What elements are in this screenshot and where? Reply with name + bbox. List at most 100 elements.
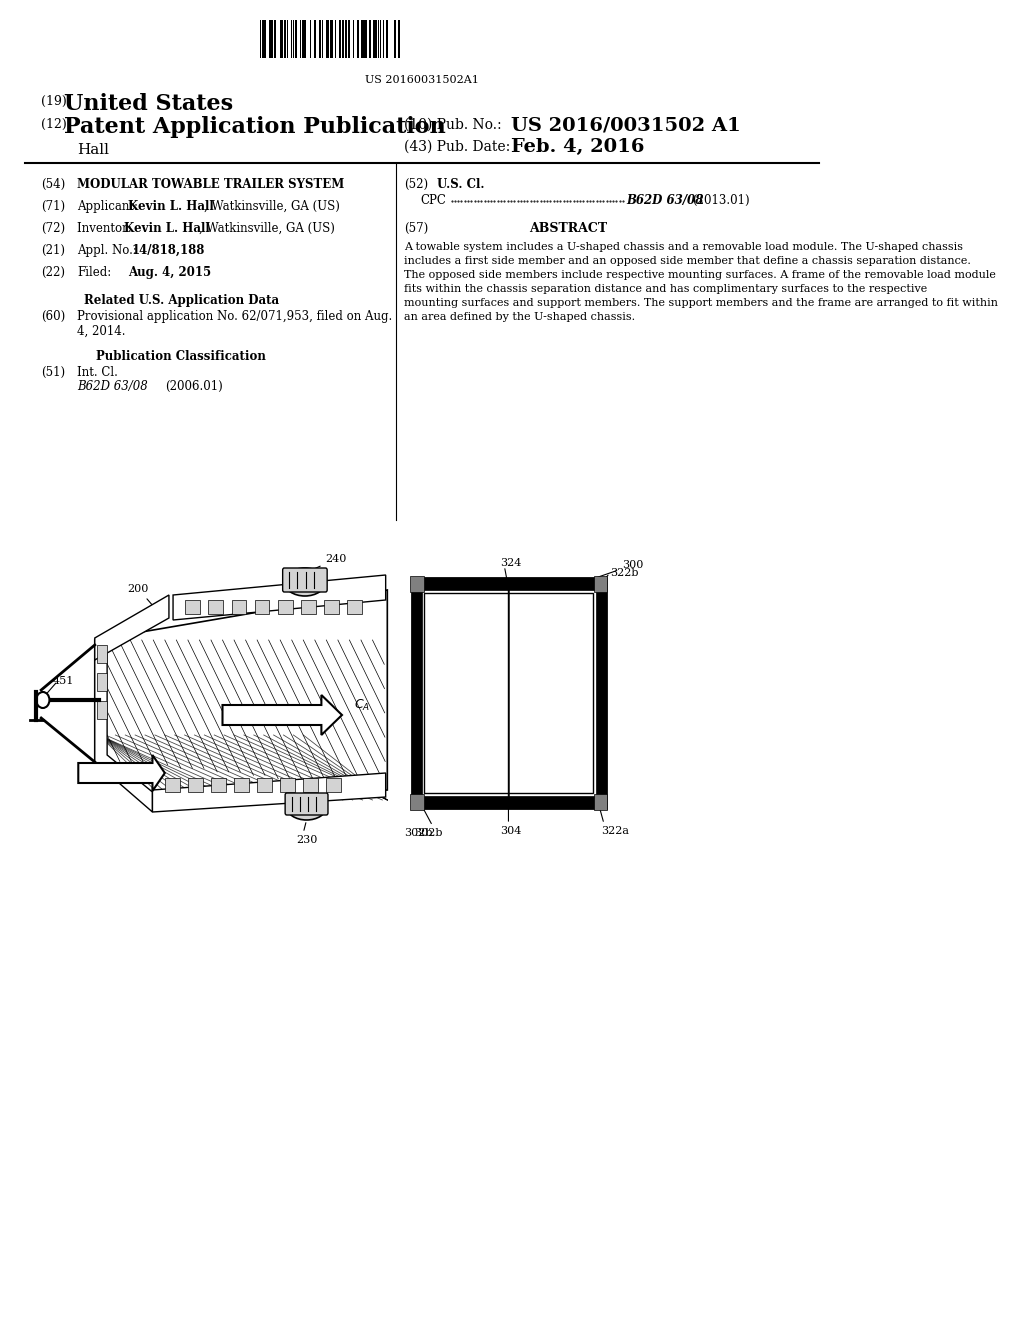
Bar — [360, 20, 362, 58]
Bar — [97, 645, 108, 663]
Bar — [377, 20, 378, 58]
Bar — [411, 576, 424, 591]
Text: 302b: 302b — [403, 828, 432, 838]
Bar — [209, 601, 223, 614]
Bar — [342, 20, 344, 58]
Bar — [384, 20, 386, 58]
Text: includes a first side member and an opposed side member that define a chassis se: includes a first side member and an oppo… — [403, 256, 971, 267]
Bar — [165, 777, 179, 792]
Text: (51): (51) — [41, 366, 66, 379]
Bar — [323, 20, 326, 58]
Bar — [269, 20, 272, 58]
Polygon shape — [173, 576, 386, 620]
Bar — [424, 593, 593, 793]
Text: (19): (19) — [41, 95, 67, 108]
Bar — [307, 20, 310, 58]
Bar — [327, 777, 341, 792]
Text: (71): (71) — [41, 201, 66, 213]
Bar — [301, 20, 302, 58]
Text: ABSTRACT: ABSTRACT — [529, 222, 607, 235]
Bar — [234, 777, 249, 792]
FancyBboxPatch shape — [283, 568, 327, 591]
Text: The opposed side members include respective mounting surfaces. A frame of the re: The opposed side members include respect… — [403, 271, 995, 280]
Text: Kevin L. Hall: Kevin L. Hall — [124, 222, 209, 235]
Text: B62D 63/08: B62D 63/08 — [78, 380, 148, 393]
Text: mounting surfaces and support members. The support members and the frame are arr: mounting surfaces and support members. T… — [403, 298, 997, 308]
Text: U.S. Cl.: U.S. Cl. — [437, 178, 484, 191]
Bar — [287, 20, 289, 58]
Text: Inventor:: Inventor: — [78, 222, 136, 235]
Text: Applicant:: Applicant: — [78, 201, 142, 213]
Bar — [318, 20, 322, 58]
Bar — [255, 601, 269, 614]
Text: (2006.01): (2006.01) — [165, 380, 222, 393]
Text: 324: 324 — [500, 558, 521, 568]
Bar — [292, 20, 293, 58]
Bar — [278, 601, 293, 614]
Bar — [364, 20, 367, 58]
Text: Feb. 4, 2016: Feb. 4, 2016 — [511, 139, 644, 156]
Bar — [274, 20, 276, 58]
Bar — [594, 795, 607, 810]
Polygon shape — [222, 696, 342, 735]
Text: (21): (21) — [41, 244, 66, 257]
Bar — [386, 20, 388, 58]
Text: CPC: CPC — [420, 194, 446, 207]
Text: Related U.S. Application Data: Related U.S. Application Data — [84, 294, 279, 308]
Bar — [185, 601, 201, 614]
Text: 200: 200 — [128, 583, 155, 609]
Text: an area defined by the U-shaped chassis.: an area defined by the U-shaped chassis. — [403, 312, 635, 322]
Bar — [329, 20, 331, 58]
Bar — [594, 576, 607, 591]
Text: Appl. No.:: Appl. No.: — [78, 244, 141, 257]
Text: Filed:: Filed: — [78, 267, 112, 279]
Bar — [345, 20, 347, 58]
Polygon shape — [95, 590, 387, 810]
Bar — [301, 601, 315, 614]
Text: (43) Pub. Date:: (43) Pub. Date: — [403, 140, 510, 154]
Bar — [347, 601, 361, 614]
Bar — [411, 795, 424, 810]
Text: (57): (57) — [403, 222, 428, 235]
Bar — [336, 20, 339, 58]
Text: (2013.01): (2013.01) — [692, 194, 750, 207]
Bar — [281, 20, 283, 58]
Text: 322a: 322a — [601, 826, 630, 836]
Polygon shape — [153, 774, 386, 812]
Text: 300: 300 — [584, 560, 643, 582]
Polygon shape — [95, 640, 153, 812]
Ellipse shape — [287, 795, 327, 820]
Text: , Watkinsville, GA (US): , Watkinsville, GA (US) — [204, 201, 339, 213]
Bar — [257, 777, 272, 792]
Bar — [339, 20, 341, 58]
Text: 14/818,188: 14/818,188 — [132, 244, 205, 257]
Bar — [297, 20, 300, 58]
Text: (10) Pub. No.:: (10) Pub. No.: — [403, 117, 502, 132]
Bar — [187, 777, 203, 792]
Bar — [370, 20, 371, 58]
Bar — [412, 578, 605, 590]
Text: 240: 240 — [307, 554, 347, 572]
Text: Kevin L. Hall: Kevin L. Hall — [128, 201, 213, 213]
Bar — [314, 20, 316, 58]
Bar — [412, 578, 605, 808]
Text: Publication Classification: Publication Classification — [96, 350, 266, 363]
Text: , Watkinsville, GA (US): , Watkinsville, GA (US) — [200, 222, 335, 235]
Bar — [350, 20, 352, 58]
Ellipse shape — [285, 568, 326, 597]
Text: (72): (72) — [41, 222, 66, 235]
Bar — [391, 20, 394, 58]
Text: $C_A$: $C_A$ — [354, 697, 371, 713]
Bar — [356, 20, 359, 58]
Bar — [412, 796, 605, 808]
Text: Aug. 4, 2015: Aug. 4, 2015 — [128, 267, 211, 279]
Text: Hall: Hall — [78, 143, 110, 157]
Circle shape — [36, 692, 49, 708]
Text: Patent Application Publication: Patent Application Publication — [65, 116, 446, 139]
Bar — [97, 701, 108, 719]
Bar — [333, 20, 336, 58]
Bar — [295, 20, 297, 58]
Bar — [311, 20, 314, 58]
Bar — [381, 20, 383, 58]
Bar — [211, 777, 226, 792]
